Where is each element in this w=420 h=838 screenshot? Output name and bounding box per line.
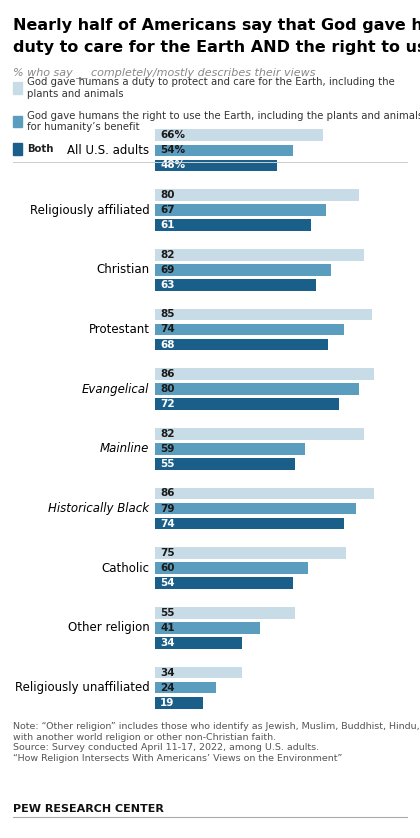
Text: 85: 85 [160, 309, 175, 319]
Text: 74: 74 [160, 324, 175, 334]
Bar [155, 667, 241, 679]
Text: 82: 82 [160, 429, 175, 439]
Bar [155, 204, 326, 216]
Text: Nearly half of Americans say that God gave humans: Nearly half of Americans say that God ga… [13, 18, 420, 34]
Text: 34: 34 [160, 638, 175, 648]
Text: 69: 69 [160, 265, 174, 275]
Text: 60: 60 [160, 563, 175, 573]
Bar [155, 622, 260, 634]
Bar [155, 488, 374, 499]
Bar [155, 458, 295, 470]
Text: 80: 80 [160, 384, 175, 394]
Text: 54: 54 [160, 578, 175, 588]
Bar [155, 308, 372, 320]
Bar [155, 129, 323, 141]
Text: 68: 68 [160, 339, 175, 349]
Text: Note: “Other religion” includes those who identify as Jewish, Muslim, Buddhist, : Note: “Other religion” includes those wh… [13, 722, 420, 763]
Text: 55: 55 [160, 459, 175, 469]
Text: 19: 19 [160, 698, 174, 708]
Bar [155, 518, 344, 530]
Text: 59: 59 [160, 444, 174, 454]
Bar [155, 697, 203, 709]
Bar [155, 398, 339, 410]
Text: Both: Both [27, 144, 53, 154]
Text: duty to care for the Earth AND the right to use it: duty to care for the Earth AND the right… [13, 40, 420, 55]
Text: 55: 55 [160, 608, 175, 618]
Bar [155, 264, 331, 276]
Bar [155, 249, 364, 261]
Bar [155, 562, 308, 574]
Bar [155, 220, 310, 231]
Bar [155, 428, 364, 440]
Text: 66%: 66% [160, 130, 185, 140]
Text: God gave humans a duty to protect and care for the Earth, including the
plants a: God gave humans a duty to protect and ca… [27, 77, 395, 99]
Text: 24: 24 [160, 683, 175, 693]
Text: God gave humans the right to use the Earth, including the plants and animals,
fo: God gave humans the right to use the Ear… [27, 111, 420, 132]
Text: 86: 86 [160, 369, 175, 379]
Bar [155, 577, 293, 589]
Text: 82: 82 [160, 250, 175, 260]
Bar [155, 503, 357, 515]
Text: 63: 63 [160, 280, 175, 290]
Text: % who say __ completely/mostly describes their views: % who say __ completely/mostly describes… [13, 67, 315, 78]
Text: 48%: 48% [160, 160, 185, 170]
Text: 80: 80 [160, 190, 175, 200]
Bar [155, 637, 241, 649]
Text: 54%: 54% [160, 145, 185, 155]
Text: PEW RESEARCH CENTER: PEW RESEARCH CENTER [13, 804, 163, 815]
Bar [155, 547, 346, 559]
Text: 79: 79 [160, 504, 175, 514]
Text: 72: 72 [160, 399, 175, 409]
Bar [155, 383, 359, 395]
Bar [155, 368, 374, 380]
Text: 74: 74 [160, 519, 175, 529]
Bar [155, 339, 328, 350]
Bar [155, 682, 216, 694]
Text: 86: 86 [160, 489, 175, 499]
Bar [155, 144, 293, 156]
Text: 61: 61 [160, 220, 175, 230]
Bar [155, 189, 359, 201]
Bar [155, 607, 295, 618]
Bar [155, 323, 344, 335]
Bar [155, 279, 316, 291]
Bar [155, 443, 305, 455]
Text: 34: 34 [160, 668, 175, 678]
Text: 75: 75 [160, 548, 175, 558]
Text: 41: 41 [160, 623, 175, 633]
Text: 67: 67 [160, 205, 175, 215]
Bar [155, 159, 277, 171]
